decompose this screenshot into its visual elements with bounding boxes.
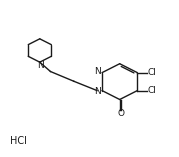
Text: Cl: Cl (148, 86, 157, 95)
Text: N: N (94, 67, 101, 76)
Text: HCl: HCl (9, 136, 26, 146)
Text: Cl: Cl (148, 68, 157, 77)
Text: O: O (117, 109, 124, 118)
Text: N: N (37, 61, 44, 70)
Text: N: N (94, 87, 101, 96)
